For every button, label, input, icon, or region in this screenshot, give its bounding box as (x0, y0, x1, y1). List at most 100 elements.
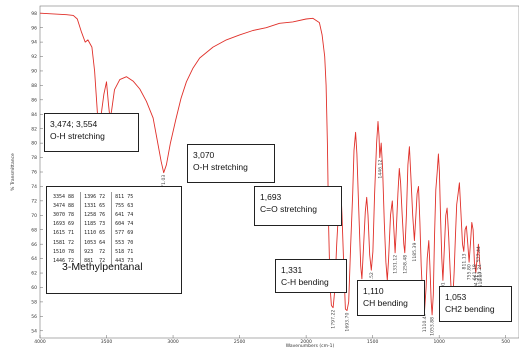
table-row: 1693 69 1185 73 604 74 (53, 219, 139, 229)
table-row: 1581 72 1053 64 553 70 (53, 237, 139, 248)
table-row: 3070 78 1258 76 641 74 (53, 210, 139, 220)
x-axis-label: Wavenumbers (cm-1) (286, 343, 335, 349)
peak-label: 1053.88 (430, 317, 436, 336)
y-tick-label: 66 (31, 242, 37, 248)
annotation-box-co-stretch: 1,693 C=O stretching (254, 186, 342, 226)
peak-label: 577.44 (476, 246, 482, 262)
peak-label: 755.80 (467, 264, 473, 280)
table-cell: 553 (111, 237, 128, 248)
y-tick-label: 58 (31, 300, 37, 306)
y-tick-label: 60 (31, 285, 37, 291)
x-tick-label: 2000 (300, 339, 312, 345)
table-cell: 69 (68, 221, 75, 228)
table-cell: 74 (127, 221, 134, 228)
table-cell: 72 (68, 239, 75, 246)
peak-label: 1185.39 (412, 243, 418, 262)
peak-label: 811.13 (461, 253, 467, 269)
annotation-line: O-H stretching (193, 162, 248, 172)
table-cell: 65 (99, 202, 106, 209)
table-cell: 75 (127, 193, 134, 200)
y-tick-label: 84 (31, 112, 37, 118)
table-cell: 69 (127, 230, 134, 237)
table-cell: 1446 (53, 257, 66, 264)
table-row: 3354 88 1396 72 811 75 (53, 192, 139, 202)
table-row: 3474 88 1331 65 755 63 (53, 201, 139, 211)
peak-label: 3071.03 (161, 175, 167, 194)
y-tick-label: 78 (31, 155, 37, 161)
table-cell: 1510 (53, 248, 66, 255)
x-tick-label: 3000 (167, 339, 179, 345)
peak-label: 1110.47 (422, 313, 428, 332)
table-cell: 72 (99, 248, 106, 255)
y-tick-label: 88 (31, 83, 37, 89)
table-cell: 1053 (80, 237, 100, 248)
table-cell: 88 (68, 193, 75, 200)
y-tick-label: 62 (31, 271, 37, 277)
x-tick-label: 500 (501, 339, 510, 345)
table-cell: 755 (111, 201, 128, 211)
table-cell: 72 (99, 193, 106, 200)
annotation-line: 1,110 (363, 286, 384, 296)
y-tick-label: 86 (31, 97, 37, 103)
peak-label: 1258.48 (402, 255, 408, 274)
table-cell: 73 (99, 221, 106, 228)
table-cell: 641 (111, 210, 128, 220)
spectrum-line (39, 12, 481, 316)
y-tick-label: 82 (31, 126, 37, 132)
table-cell: 3474 (53, 202, 66, 209)
annotation-line: 3,070 (193, 150, 215, 160)
y-tick-label: 64 (31, 256, 37, 262)
y-tick-label: 56 (31, 314, 37, 320)
table-cell: 811 (111, 192, 128, 202)
peak-label: 553.24 (477, 264, 483, 280)
table-cell: 78 (68, 248, 75, 255)
table-cell: 64 (99, 239, 106, 246)
table-cell: 1331 (80, 201, 100, 211)
x-tick-label: 1000 (433, 339, 445, 345)
y-tick-label: 96 (31, 25, 37, 31)
peak-label: 1331.12 (393, 255, 399, 274)
x-axis-ticks: 4000 3500 3000 2500 2000 1500 1000 500 (34, 335, 510, 345)
x-tick-label: 2500 (234, 339, 246, 345)
y-tick-label: 68 (31, 227, 37, 233)
table-cell: 1693 (53, 221, 66, 228)
peak-label: 1797.22 (331, 310, 337, 329)
y-tick-label: 90 (31, 69, 37, 75)
table-cell: 3070 (53, 211, 66, 218)
table-cell: 1185 (80, 219, 100, 229)
y-tick-label: 54 (31, 328, 37, 334)
annotation-line: 1,693 (260, 192, 282, 202)
peak-table: 3354 88 1396 72 811 75 3474 88 1331 65 755 63 3070 78… (53, 192, 139, 266)
table-cell: 923 (80, 247, 100, 257)
annotation-box-ch-bend-2: 1,110 CH bending (357, 280, 425, 316)
annotation-line: 1,053 (445, 292, 467, 302)
table-cell: 72 (68, 257, 75, 264)
table-row: 1510 78 923 72 518 71 (53, 247, 139, 257)
table-cell: 1581 (53, 239, 66, 246)
compound-name: 3-Methylpentanal (62, 261, 143, 273)
table-cell: 71 (68, 230, 75, 237)
table-cell: 1258 (80, 210, 100, 220)
annotation-line: O-H stretching (50, 131, 105, 141)
peak-label: 1693.70 (345, 313, 351, 332)
table-cell: 3354 (53, 193, 66, 200)
y-tick-label: 70 (31, 213, 37, 219)
table-cell: 604 (111, 219, 128, 229)
x-tick-label: 4000 (34, 339, 46, 345)
x-tick-label: 1500 (367, 339, 379, 345)
table-cell: 63 (127, 202, 134, 209)
peak-table-box: 3354 88 1396 72 811 75 3474 88 1331 65 755 63 3070 78… (46, 186, 182, 294)
annotation-box-ch-bend: 1,331 C-H bending (275, 259, 347, 293)
peak-label: 641.18 (472, 264, 478, 280)
table-cell: 76 (99, 211, 106, 218)
y-tick-label: 80 (31, 141, 37, 147)
table-row: 1446 72 881 72 443 73 (53, 256, 139, 266)
annotation-line: 3,474; 3,554 (50, 119, 98, 129)
peak-label: 604.51 (473, 275, 479, 291)
y-axis-ticks: 54 56 58 60 62 64 66 68 70 72 74 76 78 80 82 84 86 88 90 92… (31, 11, 43, 334)
annotation-line: CH2 bending (445, 304, 495, 314)
table-cell: 73 (127, 257, 134, 264)
y-tick-label: 72 (31, 198, 37, 204)
annotation-line: C-H bending (281, 277, 329, 287)
y-tick-label: 76 (31, 170, 37, 176)
